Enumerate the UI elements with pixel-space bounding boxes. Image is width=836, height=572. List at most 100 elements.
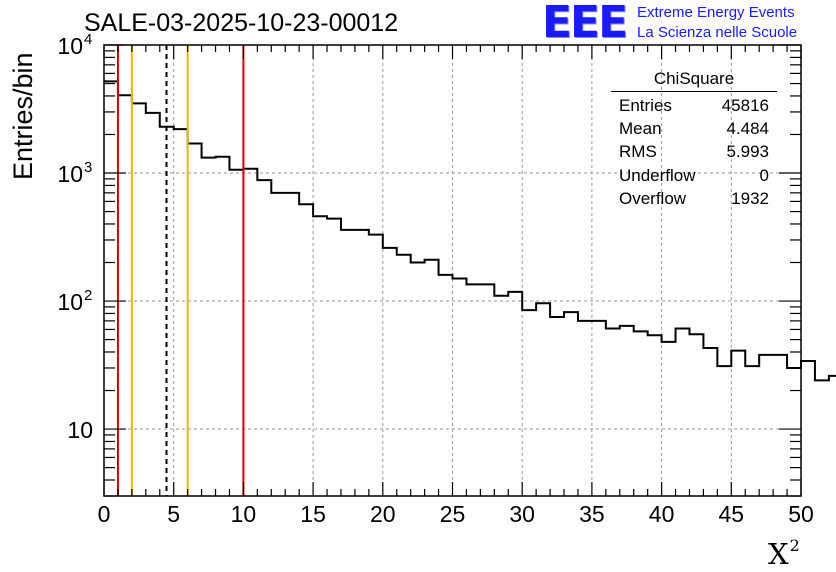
- logo-line-2: La Scienza nelle Scuole: [637, 24, 798, 41]
- stats-value: 45816: [721, 96, 769, 115]
- y-tick-label-exponent: 3: [84, 159, 92, 176]
- x-tick-label: 5: [167, 501, 180, 527]
- histogram-bar: [634, 331, 648, 496]
- histogram-bar: [815, 380, 829, 496]
- stats-value: 1932: [731, 188, 769, 208]
- stats-value: 5.993: [726, 142, 769, 162]
- stats-label: Overflow: [619, 188, 687, 208]
- histogram-bar: [383, 248, 397, 496]
- x-tick-labels: 0 5 10 15 20 25 30 35 40 45 50: [98, 501, 814, 527]
- histogram-bar: [759, 355, 773, 496]
- histogram-bar: [522, 310, 536, 496]
- histogram-bar: [480, 284, 494, 496]
- stats-value: 0: [759, 165, 769, 185]
- stats-row: Mean 4.484: [611, 117, 777, 140]
- chart-title: SALE-03-2025-10-23-00012: [84, 9, 399, 37]
- y-axis-label: Entries/bin: [8, 52, 38, 180]
- histogram-bar: [787, 368, 801, 496]
- grid-lines: [104, 45, 801, 496]
- x-tick-label: 40: [649, 501, 675, 527]
- stats-value: 4.484: [726, 119, 769, 139]
- histogram-bar: [620, 326, 634, 496]
- stats-label: RMS: [619, 142, 657, 162]
- histogram-bar: [508, 292, 522, 496]
- histogram-bar: [536, 303, 550, 496]
- histogram-bar: [773, 355, 787, 496]
- x-tick-label: 0: [98, 501, 111, 527]
- histogram-bar: [494, 296, 508, 496]
- stats-label: Mean: [619, 119, 662, 139]
- histogram-bar: [397, 255, 411, 496]
- eee-logo: EEE: [542, 0, 628, 48]
- histogram-bar: [439, 275, 453, 496]
- stats-label: Underflow: [619, 165, 696, 185]
- histogram-bar: [592, 321, 606, 496]
- histogram-bar: [104, 81, 118, 496]
- stats-row: Underflow 0: [611, 164, 777, 187]
- histogram-bar: [578, 321, 592, 496]
- histogram-bar: [425, 260, 439, 496]
- x-tick-label: 20: [370, 501, 396, 527]
- y-tick-label-exponent: 4: [84, 31, 92, 48]
- histogram-bar: [606, 329, 620, 496]
- histogram-bar: [466, 284, 480, 496]
- histogram-bar: [243, 169, 257, 496]
- stats-row: Entries 45816: [611, 94, 777, 117]
- marker-lines: [116, 45, 245, 496]
- axis-ticks: [103, 44, 802, 497]
- x-tick-label: 10: [231, 501, 257, 527]
- histogram-bar: [313, 216, 327, 496]
- histogram-bar: [118, 95, 132, 496]
- stats-box: ChiSquare Entries 45816 Mean 4.484 RMS 5.99…: [611, 68, 777, 210]
- y-tick-label-exponent: 2: [84, 287, 92, 304]
- histogram-bar: [550, 317, 564, 496]
- histogram-bar: [829, 376, 836, 496]
- logo-line-1: Extreme Energy Events: [637, 4, 795, 21]
- stats-title: ChiSquare: [611, 68, 777, 92]
- histogram-bar: [285, 193, 299, 496]
- histogram-bar: [662, 342, 676, 496]
- x-tick-label: 15: [300, 501, 326, 527]
- y-tick-label: 10: [67, 417, 93, 443]
- histogram-bar: [801, 361, 815, 496]
- histogram-bar: [703, 348, 717, 496]
- histogram-bar: [355, 230, 369, 496]
- x-tick-label: 45: [719, 501, 745, 527]
- y-tick-label: 10: [57, 161, 83, 187]
- histogram-bar: [327, 219, 341, 496]
- histogram-bar: [174, 129, 188, 496]
- histogram-bar: [745, 366, 759, 496]
- histogram-bar: [216, 157, 230, 496]
- histogram-bar: [257, 180, 271, 496]
- x-tick-label: 35: [579, 501, 605, 527]
- histogram-bar: [564, 312, 578, 496]
- histogram-bar: [271, 193, 285, 496]
- histogram-bar: [731, 351, 745, 496]
- histogram-bar: [146, 113, 160, 496]
- histogram-bar: [188, 144, 202, 496]
- stats-label: Entries: [619, 96, 672, 115]
- x-tick-label: 50: [788, 501, 814, 527]
- x-tick-label: 30: [509, 501, 535, 527]
- x-axis-label: X2: [768, 536, 800, 571]
- histogram-bar: [411, 263, 425, 496]
- histogram-bar: [689, 334, 703, 496]
- stats-row: Overflow 1932: [611, 187, 777, 210]
- histogram-bar: [717, 366, 731, 496]
- histogram-bar: [648, 335, 662, 496]
- histogram-bar: [676, 329, 690, 496]
- histogram-bar: [132, 103, 146, 496]
- histogram-bar: [453, 278, 467, 496]
- histogram-bar: [202, 158, 216, 496]
- histogram-bar: [369, 235, 383, 496]
- x-axis-label-base: X: [768, 537, 789, 571]
- histogram-bar: [229, 170, 243, 496]
- y-tick-label: 10: [57, 289, 83, 315]
- stats-row: RMS 5.993: [611, 140, 777, 163]
- histogram-bar: [341, 230, 355, 496]
- x-tick-label: 25: [440, 501, 466, 527]
- x-axis-label-exponent: 2: [789, 536, 800, 555]
- y-tick-label: 10: [57, 33, 83, 59]
